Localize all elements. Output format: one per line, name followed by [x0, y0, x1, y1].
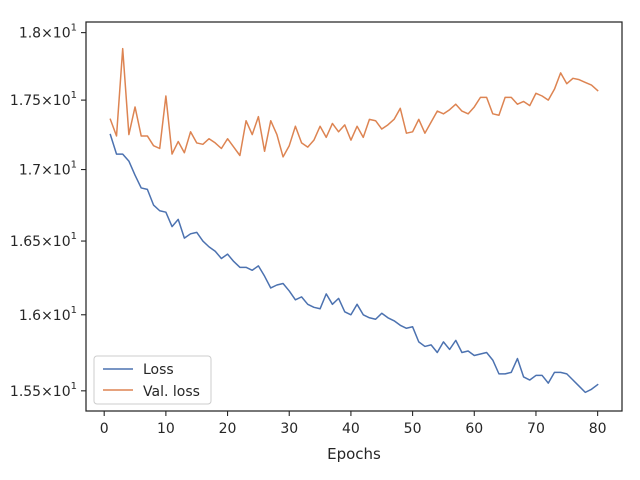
- x-tick-label: 30: [280, 421, 298, 437]
- x-tick-label: 10: [157, 421, 175, 437]
- y-tick-label: 1.7×101: [19, 160, 77, 179]
- y-tick-base: 1.7×10: [19, 163, 71, 179]
- y-tick-base: 1.75×10: [10, 93, 71, 109]
- series-layer: [109, 47, 599, 394]
- y-tick-label: 1.65×101: [10, 231, 77, 250]
- legend-label-loss: Loss: [143, 362, 174, 378]
- x-tick-label: 0: [100, 421, 109, 437]
- y-tick-exponent: 1: [71, 305, 77, 316]
- x-tick-label: 70: [527, 421, 545, 437]
- y-tick-base: 1.6×10: [19, 308, 71, 324]
- x-tick-label: 60: [465, 421, 483, 437]
- y-tick-exponent: 1: [71, 381, 77, 392]
- series-line-loss: [109, 133, 599, 394]
- y-tick-label: 1.8×101: [19, 23, 77, 42]
- y-axis-ticks: 1.55×1011.6×1011.65×1011.7×1011.75×1011.…: [10, 23, 86, 400]
- y-tick-base: 1.55×10: [10, 384, 71, 400]
- x-axis-label: Epochs: [327, 445, 381, 463]
- x-tick-label: 50: [404, 421, 422, 437]
- y-tick-label: 1.75×101: [10, 90, 77, 109]
- y-tick-label: 1.55×101: [10, 381, 77, 400]
- legend: Loss Val. loss: [93, 355, 212, 405]
- y-tick-exponent: 1: [71, 231, 77, 242]
- y-tick-exponent: 1: [71, 160, 77, 171]
- y-tick-exponent: 1: [71, 90, 77, 101]
- axes-frame: [85, 21, 623, 412]
- x-tick-label: 80: [589, 421, 607, 437]
- y-tick-base: 1.65×10: [10, 234, 71, 250]
- y-tick-label: 1.6×101: [19, 305, 77, 324]
- series-line-val-loss: [109, 47, 599, 158]
- x-tick-label: 20: [219, 421, 237, 437]
- legend-label-val-loss: Val. loss: [143, 384, 200, 400]
- x-axis-ticks: 0 10 20 30 40 50 60 70 80: [100, 411, 607, 437]
- y-tick-exponent: 1: [71, 23, 77, 34]
- legend-box: [93, 355, 212, 405]
- x-tick-label: 40: [342, 421, 360, 437]
- y-tick-base: 1.8×10: [19, 26, 71, 42]
